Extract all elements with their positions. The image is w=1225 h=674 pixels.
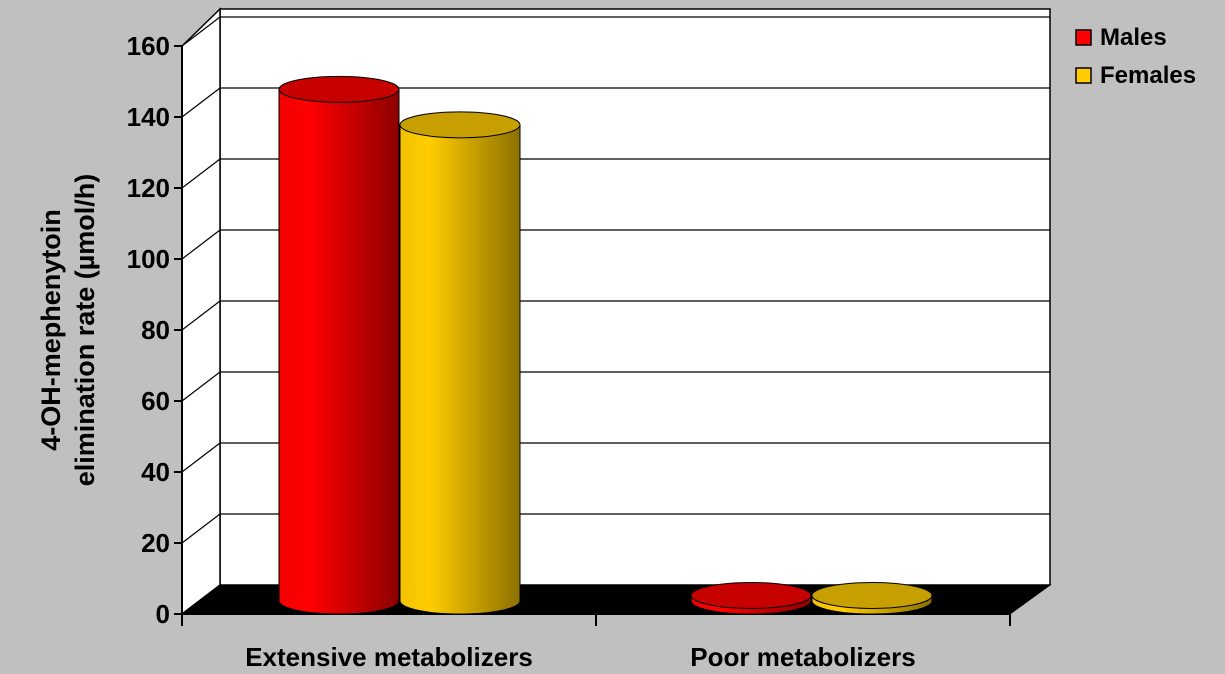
y-tick-label: 0 bbox=[156, 599, 170, 629]
bar-body bbox=[278, 88, 400, 615]
legend: Males Females bbox=[1075, 24, 1196, 89]
bar-top bbox=[278, 75, 400, 103]
legend-label-males: Males bbox=[1100, 24, 1167, 51]
bar-females-poor-metabolizers bbox=[811, 581, 933, 615]
y-tick-label: 20 bbox=[141, 528, 170, 558]
legend-swatch-females bbox=[1075, 67, 1092, 84]
y-axis-title: 4-OH-mephenytoin elimination rate (µmol/h… bbox=[36, 174, 100, 487]
y-axis-title-line1: 4-OH-mephenytoin bbox=[36, 209, 66, 451]
gridline-side bbox=[181, 229, 221, 260]
gridline-side bbox=[181, 442, 221, 473]
bar-males-poor-metabolizers bbox=[690, 581, 812, 615]
gridline-side bbox=[181, 16, 221, 47]
legend-swatch-males bbox=[1075, 29, 1092, 46]
y-tick-label: 160 bbox=[127, 31, 170, 61]
x-category-label: Extensive metabolizers bbox=[245, 642, 533, 669]
bar-top bbox=[399, 111, 521, 139]
y-tick-label: 120 bbox=[127, 173, 170, 203]
bar-top bbox=[811, 581, 933, 609]
legend-label-females: Females bbox=[1100, 62, 1196, 89]
y-tick-label: 140 bbox=[127, 102, 170, 132]
bar-body bbox=[399, 124, 521, 615]
gridline-side bbox=[181, 158, 221, 189]
bar-top bbox=[690, 581, 812, 609]
side-wall bbox=[181, 7, 221, 616]
bar-males-extensive-metabolizers bbox=[278, 75, 400, 615]
bars bbox=[278, 75, 933, 615]
y-axis-title-line2: elimination rate (µmol/h) bbox=[70, 174, 100, 487]
gridline-side bbox=[181, 513, 221, 544]
y-tick-label: 80 bbox=[141, 315, 170, 345]
y-tick-label: 60 bbox=[141, 386, 170, 416]
y-tick-label: 100 bbox=[127, 244, 170, 274]
labels: 0 20 40 60 80 100 120 140 160 Extensive metaboliz… bbox=[36, 31, 916, 672]
x-category-label: Poor metabolizers bbox=[690, 642, 915, 669]
y-tick-label: 40 bbox=[141, 457, 170, 487]
gridline-side bbox=[181, 87, 221, 118]
gridline-side bbox=[181, 300, 221, 331]
gridline-side bbox=[181, 371, 221, 402]
bar-females-extensive-metabolizers bbox=[399, 111, 521, 615]
